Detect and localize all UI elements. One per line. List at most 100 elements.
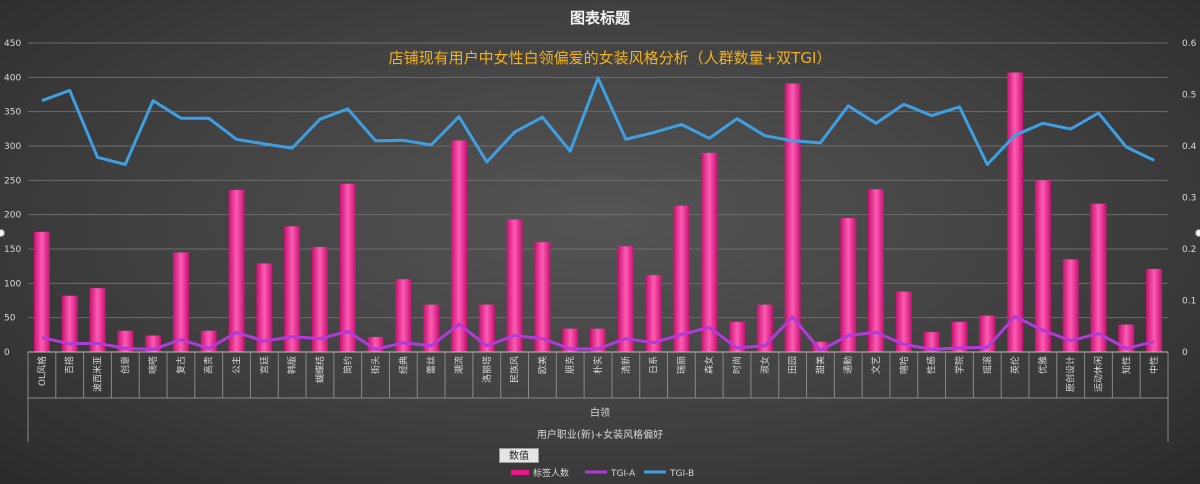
x-axis-title: 用户职业(新)+女装风格偏好: [537, 428, 663, 441]
category-label: 朴实: [592, 356, 604, 374]
right-tick-label: 0.6: [1182, 39, 1197, 49]
category-label: 知性: [1120, 356, 1132, 374]
category-label: 公主: [231, 356, 243, 374]
bar-潮流: [450, 140, 467, 352]
left-tick-label: 350: [4, 108, 21, 118]
category-label: 嘻哈: [898, 356, 910, 374]
tgi-lines[interactable]: [41, 76, 1155, 352]
left-tick-label: 150: [4, 245, 21, 255]
bar-欧美: [534, 242, 551, 352]
bar-文艺: [868, 189, 885, 352]
bar-宫廷: [256, 263, 273, 352]
bar-蝴蝶结: [311, 246, 328, 352]
left-tick-label: 300: [4, 142, 21, 152]
legend-label: 标签人数: [533, 467, 569, 479]
bar-田园: [784, 83, 801, 352]
category-label: 淑女: [759, 356, 771, 374]
bar-公主: [228, 189, 245, 352]
right-tick-label: 0.3: [1182, 194, 1196, 204]
category-label: 运动休闲: [1092, 356, 1104, 392]
bar-韩版: [284, 226, 301, 352]
category-label: 民族风: [509, 356, 521, 383]
field-button-values[interactable]: 数值: [499, 448, 539, 463]
left-tick-label: 450: [4, 39, 21, 49]
bar-运动休闲: [1090, 203, 1107, 352]
category-label: 学院: [953, 356, 965, 374]
legend-label: TGI-B: [669, 469, 694, 479]
line-TGI-A: [41, 315, 1155, 352]
bar-日系: [645, 275, 662, 352]
category-label: 英伦: [1009, 356, 1021, 374]
left-tick-label: 400: [4, 73, 21, 83]
category-label: 百搭: [64, 356, 76, 374]
bar-清新: [617, 246, 634, 352]
category-label: 森女: [703, 356, 715, 374]
bars[interactable]: [33, 72, 1163, 352]
category-label: 高贵: [203, 356, 215, 374]
category-label: 波西米亚: [92, 356, 104, 392]
chart-subtitle: 店铺现有用户中女性白领偏爱的女装风格分析（人群数量+双TGI）: [389, 49, 832, 67]
category-label: 时尚: [731, 356, 743, 374]
left-tick-label: 200: [4, 211, 21, 221]
bar-简约: [339, 183, 356, 352]
left-tick-label: 250: [4, 176, 21, 186]
right-tick-label: 0.5: [1182, 91, 1196, 101]
category-label: 中性: [1148, 356, 1160, 374]
category-label: 摇滚: [981, 356, 993, 374]
category-label: 简约: [342, 356, 354, 374]
category-label: 日系: [649, 356, 660, 374]
bar-优雅: [1034, 180, 1051, 352]
bar-通勤: [840, 218, 857, 352]
category-label: 宫廷: [258, 356, 270, 374]
category-label: 街头: [370, 356, 382, 374]
chart-title: 图表标题: [570, 9, 631, 27]
right-tick-label: 0: [1182, 348, 1188, 358]
category-label: 经典: [397, 356, 409, 374]
right-tick-label: 0.2: [1182, 245, 1196, 255]
category-label: 田园: [788, 356, 799, 374]
left-tick-label: 0: [4, 348, 10, 358]
category-label: 蝴蝶结: [314, 356, 326, 383]
category-labels: OL风格 百搭 波西米亚 创意 嘀嗒 复古 高贵 公主 宫廷 韩版 蝴蝶结 简约 街头 经典 蕾丝 潮流 洛丽塔…: [36, 356, 1160, 392]
category-label: 优雅: [1037, 356, 1049, 374]
grid-lines: [28, 42, 1168, 353]
category-label: 通勤: [842, 356, 854, 374]
category-label: 欧美: [536, 356, 548, 374]
left-tick-label: 100: [4, 279, 21, 289]
category-label: 文艺: [870, 356, 882, 374]
left-resize-handle[interactable]: [0, 229, 5, 237]
category-label: 甜美: [814, 356, 826, 374]
category-label: 蕾丝: [425, 356, 437, 374]
right-tick-label: 0.4: [1182, 142, 1197, 152]
bar-森女: [701, 152, 718, 352]
category-label: 韩版: [286, 356, 298, 374]
bar-中性: [1146, 268, 1163, 352]
bar-经典: [395, 279, 412, 352]
right-axis-ticks: 0 0.1 0.2 0.3 0.4 0.5 0.6: [1182, 39, 1197, 358]
legend-label: TGI-A: [610, 469, 636, 479]
bar-原创设计: [1062, 259, 1079, 352]
bar-性感: [923, 332, 940, 352]
category-label: 潮流: [453, 356, 465, 374]
category-label: 创意: [119, 356, 131, 374]
category-label: 嘀嗒: [147, 356, 159, 374]
category-label: 复古: [175, 356, 187, 374]
line-TGI-B: [41, 76, 1155, 166]
right-resize-handle[interactable]: [1195, 229, 1200, 237]
category-label: 性感: [926, 356, 938, 374]
bar-OL风格: [33, 231, 50, 352]
category-label: 洛丽塔: [481, 356, 493, 383]
bar-复古: [172, 252, 189, 352]
category-label: 朋克: [565, 356, 576, 374]
bar-学院: [951, 321, 968, 352]
bar-英伦: [1007, 72, 1024, 352]
right-tick-label: 0.1: [1182, 297, 1196, 307]
bar-嘻哈: [895, 291, 912, 352]
bar-波西米亚: [89, 288, 106, 352]
category-label: OL风格: [36, 356, 48, 386]
legend: 标签人数 TGI-A TGI-B: [511, 467, 694, 479]
bar-洛丽塔: [478, 304, 495, 352]
category-label: 瑞丽: [675, 356, 687, 374]
category-label: 原创设计: [1065, 356, 1077, 392]
